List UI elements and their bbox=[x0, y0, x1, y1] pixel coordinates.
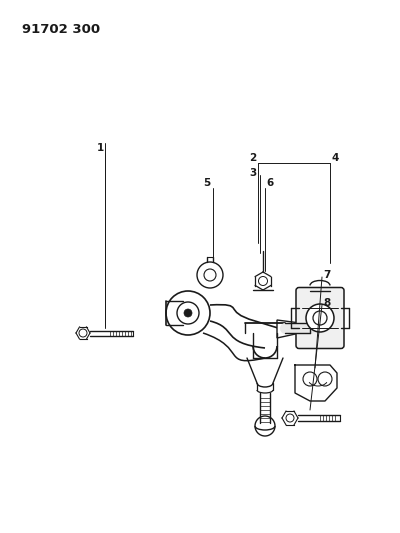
Text: 2: 2 bbox=[249, 153, 257, 163]
PathPatch shape bbox=[277, 320, 300, 338]
FancyBboxPatch shape bbox=[296, 287, 344, 349]
Text: 5: 5 bbox=[203, 178, 211, 188]
Text: 8: 8 bbox=[323, 298, 331, 308]
Text: 4: 4 bbox=[331, 153, 339, 163]
Circle shape bbox=[306, 304, 334, 332]
Text: 91702 300: 91702 300 bbox=[22, 23, 100, 36]
Text: 6: 6 bbox=[266, 178, 274, 188]
Text: 1: 1 bbox=[96, 143, 104, 153]
Text: 3: 3 bbox=[249, 168, 257, 178]
Circle shape bbox=[184, 309, 192, 317]
Text: 7: 7 bbox=[323, 270, 331, 280]
